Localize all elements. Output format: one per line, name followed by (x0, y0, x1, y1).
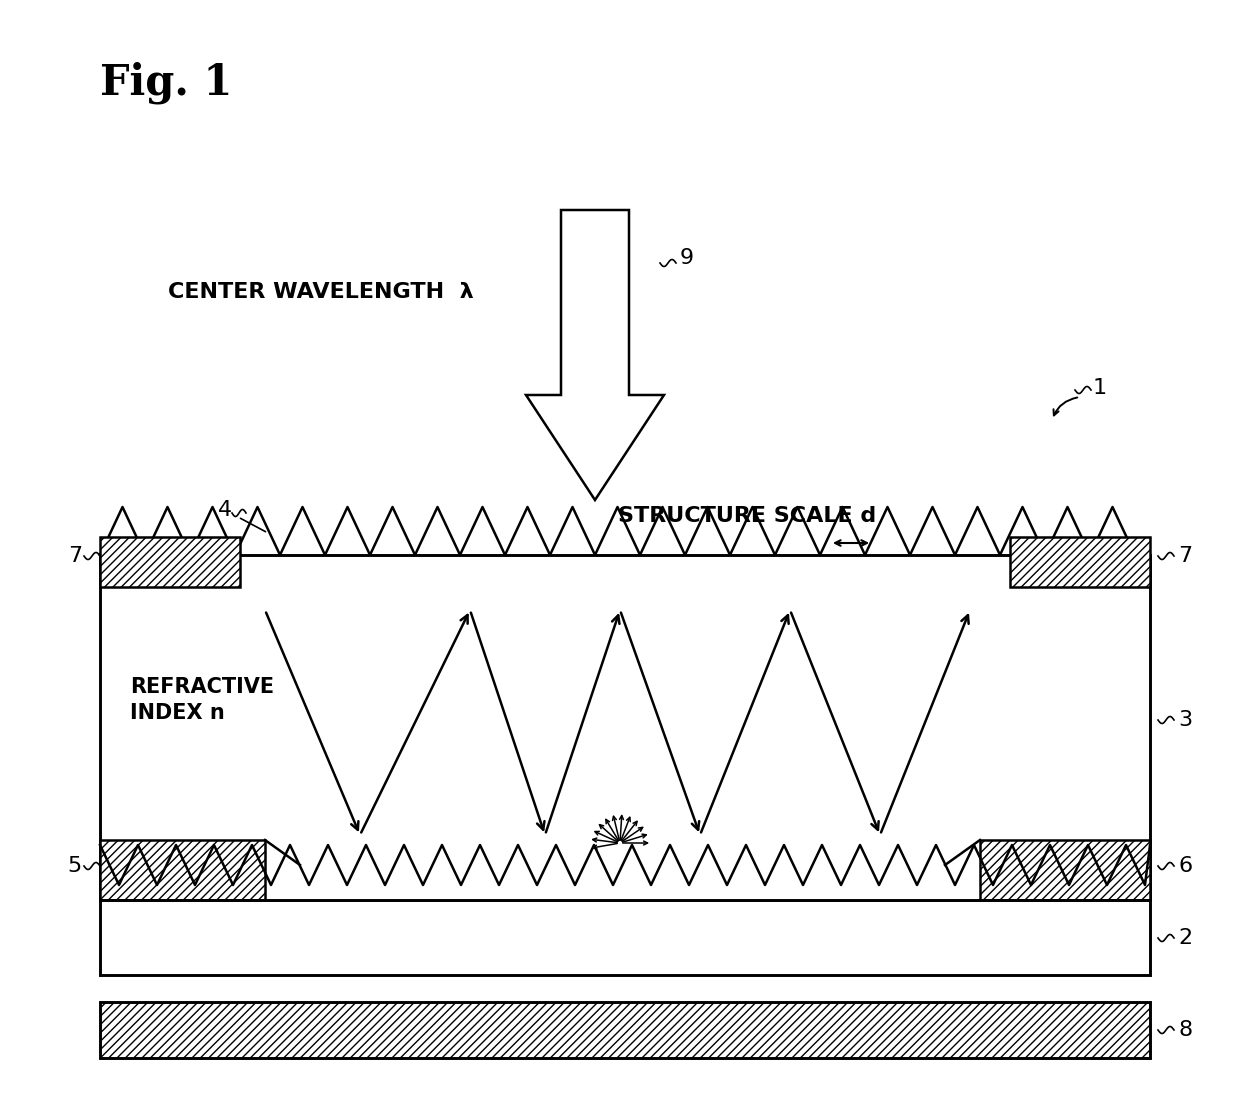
Text: Fig. 1: Fig. 1 (100, 62, 232, 105)
Bar (100, 555, 1149, 900)
Text: 4: 4 (218, 500, 232, 520)
Bar (1011, 537, 1149, 587)
Text: 1: 1 (1092, 378, 1107, 398)
Text: STRUCTURE SCALE d: STRUCTURE SCALE d (618, 506, 877, 526)
Bar (100, 840, 265, 900)
Polygon shape (100, 846, 1149, 900)
Text: 3: 3 (1178, 710, 1192, 730)
Bar (980, 840, 1149, 900)
Text: 7: 7 (68, 546, 82, 566)
Text: 7: 7 (1178, 546, 1192, 566)
Text: 8: 8 (1178, 1020, 1192, 1040)
Text: CENTER WAVELENGTH  λ: CENTER WAVELENGTH λ (167, 282, 474, 302)
Text: 2: 2 (1178, 928, 1192, 948)
Bar (100, 900, 1149, 975)
Text: 5: 5 (68, 856, 82, 876)
Polygon shape (526, 211, 663, 500)
Text: 9: 9 (680, 248, 694, 268)
Text: REFRACTIVE
INDEX n: REFRACTIVE INDEX n (130, 677, 274, 723)
Text: 6: 6 (1178, 856, 1192, 876)
Bar (100, 537, 241, 587)
Bar (100, 1001, 1149, 1058)
